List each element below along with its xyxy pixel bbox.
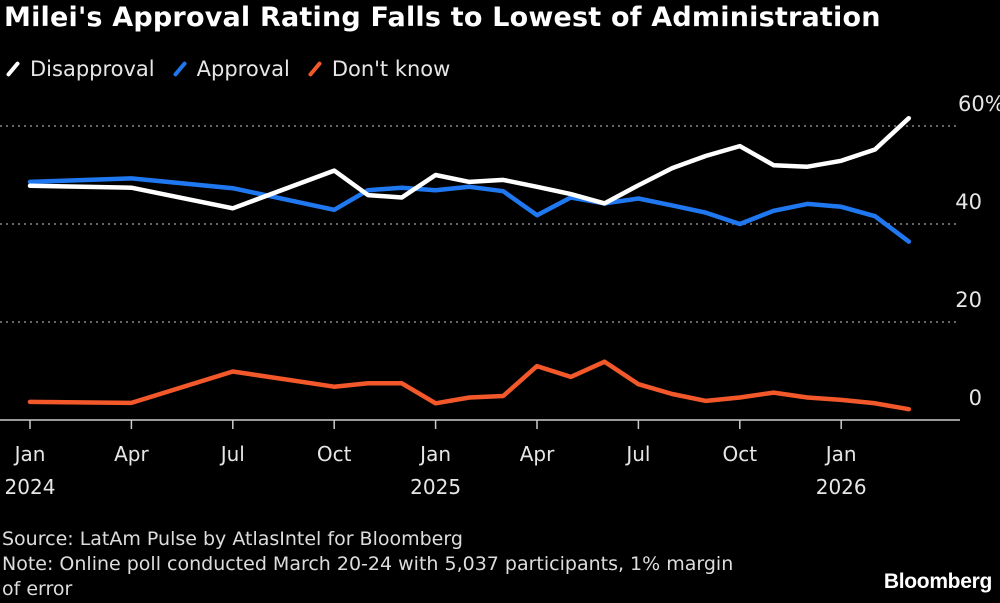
- bloomberg-logo: Bloomberg: [883, 570, 992, 593]
- legend-item: Disapproval: [4, 57, 155, 81]
- x-tick-label: Jan: [418, 442, 451, 466]
- legend-label: Approval: [196, 57, 290, 81]
- y-tick-label: 20: [955, 288, 982, 312]
- legend-label: Don't know: [331, 57, 451, 81]
- x-tick-label: Jan: [824, 442, 857, 466]
- x-tick-label: Jul: [624, 442, 650, 466]
- y-tick-label: 0: [969, 386, 982, 410]
- legend: Disapproval Approval Don't know: [4, 57, 450, 81]
- legend-label: Disapproval: [30, 57, 155, 81]
- footnote-continued: of error: [2, 578, 73, 600]
- x-tick-label: Jul: [219, 442, 245, 466]
- y-tick-label: 60%: [958, 92, 1000, 116]
- x-tick-label: Apr: [520, 442, 555, 466]
- x-tick-year: 2024: [5, 475, 56, 499]
- source-note: Source: LatAm Pulse by AtlasIntel for Bl…: [2, 528, 463, 550]
- legend-item: Don't know: [306, 57, 451, 81]
- series-line-don-t-know: [27, 359, 912, 412]
- legend-item: Approval: [171, 57, 290, 81]
- footnote: Note: Online poll conducted March 20-24 …: [2, 553, 734, 575]
- x-tick-label: Apr: [114, 442, 149, 466]
- chart-title: Milei's Approval Rating Falls to Lowest …: [4, 2, 881, 33]
- x-tick-year: 2025: [410, 475, 461, 499]
- series-line-disapproval: [27, 115, 912, 211]
- x-tick-label: Oct: [723, 442, 758, 466]
- y-tick-label: 40: [955, 190, 982, 214]
- x-tick-label: Oct: [317, 442, 352, 466]
- x-tick-label: Jan: [13, 442, 46, 466]
- series-line-approval: [27, 176, 912, 244]
- x-tick-year: 2026: [816, 475, 867, 499]
